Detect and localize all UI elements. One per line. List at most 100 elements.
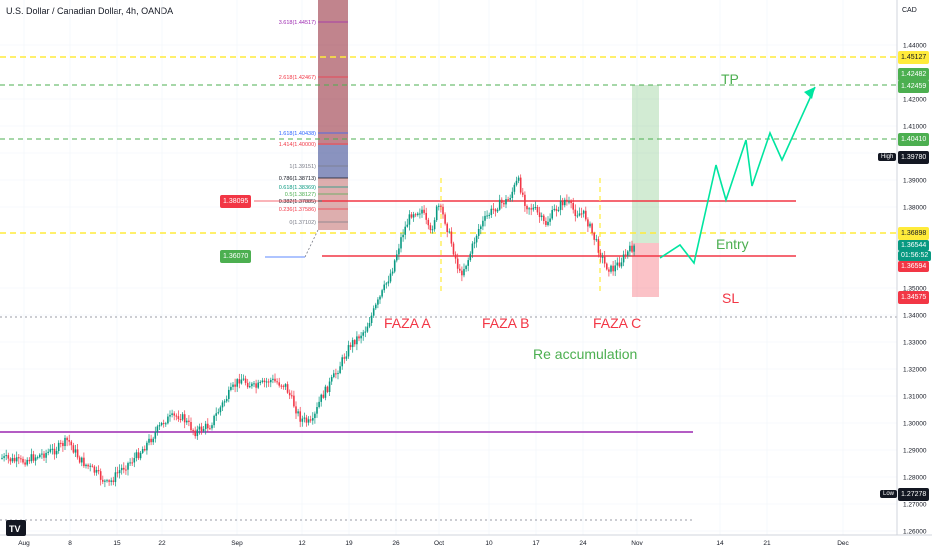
candle-body xyxy=(288,392,291,396)
candle-body xyxy=(267,381,270,383)
faza-b-label[interactable]: FAZA B xyxy=(482,315,529,331)
candle-body xyxy=(482,220,484,227)
candle-body xyxy=(181,414,184,420)
left-green-price-label[interactable]: 1.36070 xyxy=(220,250,252,263)
price-pill-low: 1.27278 xyxy=(898,488,930,501)
candle-body xyxy=(568,201,570,203)
x-tick-label: 10 xyxy=(485,540,493,547)
candle-body xyxy=(473,242,476,244)
candle-body xyxy=(398,248,400,255)
candle-body xyxy=(570,201,572,203)
entry-label[interactable]: Entry xyxy=(716,236,749,252)
candle-body xyxy=(381,290,383,297)
candle-body xyxy=(370,315,373,323)
candle-body xyxy=(299,411,301,422)
candle-body xyxy=(549,218,551,222)
candle-body xyxy=(574,209,577,217)
candle-body xyxy=(232,384,234,387)
candle-body xyxy=(534,207,537,209)
candle-body xyxy=(249,386,251,388)
candle-body xyxy=(431,229,434,231)
candle-body xyxy=(68,440,70,442)
candle-body xyxy=(276,381,278,383)
candle-body xyxy=(234,384,236,387)
y-tick-label: 1.35000 xyxy=(903,286,927,293)
candle-body xyxy=(316,407,318,414)
candle-body xyxy=(318,401,320,408)
target-zone[interactable] xyxy=(632,85,659,243)
candle-body xyxy=(135,452,138,459)
candle-body xyxy=(362,332,364,336)
tp-label[interactable]: TP xyxy=(721,71,739,87)
candle-body xyxy=(582,210,585,214)
candle-body xyxy=(324,386,327,398)
x-tick-label: 14 xyxy=(716,540,724,547)
candle-body xyxy=(207,423,209,429)
candle-body xyxy=(507,199,509,201)
y-tick-label: 1.39000 xyxy=(903,178,927,185)
candle-body xyxy=(402,234,404,238)
sl-label[interactable]: SL xyxy=(722,290,739,306)
candle-body xyxy=(435,206,438,221)
candle-body xyxy=(305,417,308,423)
candle-body xyxy=(175,415,178,417)
fib-zone-upper xyxy=(318,0,348,145)
candle-body xyxy=(246,382,249,388)
candle-body xyxy=(15,457,18,462)
candle-body xyxy=(423,209,425,213)
candle-body xyxy=(496,209,499,212)
candle-body xyxy=(225,398,228,402)
candle-body xyxy=(612,265,614,272)
candle-body xyxy=(524,194,526,206)
price-pill-4: 1.40410 xyxy=(898,133,930,146)
fib-anchor-line xyxy=(304,229,319,258)
candle-body xyxy=(484,215,486,221)
time-axis[interactable]: Aug 8 15 22 Sep 12 19 26 Oct 10 17 24 Nov 14 21 Dec xyxy=(18,540,849,547)
candle-body xyxy=(490,208,493,215)
candle-body xyxy=(104,480,106,482)
candle-body xyxy=(28,459,31,462)
stop-zone[interactable] xyxy=(632,243,659,297)
candle-body xyxy=(356,336,358,345)
candle-body xyxy=(11,457,14,462)
price-axis[interactable]: 1.440001.420001.410001.400001.390001.380… xyxy=(903,43,927,536)
reaccumulation-label[interactable]: Re accumulation xyxy=(533,346,637,362)
candle-body xyxy=(580,213,583,215)
fib-level-label: 0(1.37102) xyxy=(289,220,316,226)
candle-body xyxy=(312,418,314,421)
candle-body xyxy=(81,457,83,463)
symbol-title[interactable]: U.S. Dollar / Canadian Dollar, 4h, OANDA xyxy=(6,6,174,16)
candle-body xyxy=(45,452,47,458)
candle-body xyxy=(83,457,85,467)
candle-body xyxy=(618,262,621,267)
x-tick-label: 21 xyxy=(763,540,771,547)
fib-level-label: 0.236(1.37586) xyxy=(279,207,316,213)
tradingview-logo-icon[interactable]: TV xyxy=(6,520,26,536)
candle-body xyxy=(160,423,163,426)
projection-path[interactable] xyxy=(659,86,816,265)
faza-c-label[interactable]: FAZA C xyxy=(593,315,641,331)
y-tick-label: 1.42000 xyxy=(903,97,927,104)
candle-body xyxy=(385,283,388,285)
candle-body xyxy=(566,199,568,202)
candlesticks xyxy=(1,174,635,488)
candle-body xyxy=(198,426,201,430)
candle-body xyxy=(192,430,194,432)
candle-body xyxy=(211,425,213,429)
candle-body xyxy=(383,284,385,291)
candle-body xyxy=(20,458,22,460)
candle-body xyxy=(589,223,591,227)
faza-a-label[interactable]: FAZA A xyxy=(384,315,431,331)
left-red-price-label[interactable]: 1.38095 xyxy=(220,195,252,208)
candle-body xyxy=(486,215,488,217)
candle-body xyxy=(387,281,390,284)
candle-body xyxy=(536,207,539,213)
candle-body xyxy=(93,466,96,473)
fib-level-label: 1(1.39151) xyxy=(289,164,316,170)
candle-body xyxy=(526,205,528,210)
candle-body xyxy=(509,198,511,200)
price-pill-2: 1.42482 xyxy=(898,68,930,81)
candle-body xyxy=(559,200,562,210)
candle-body xyxy=(215,413,217,416)
